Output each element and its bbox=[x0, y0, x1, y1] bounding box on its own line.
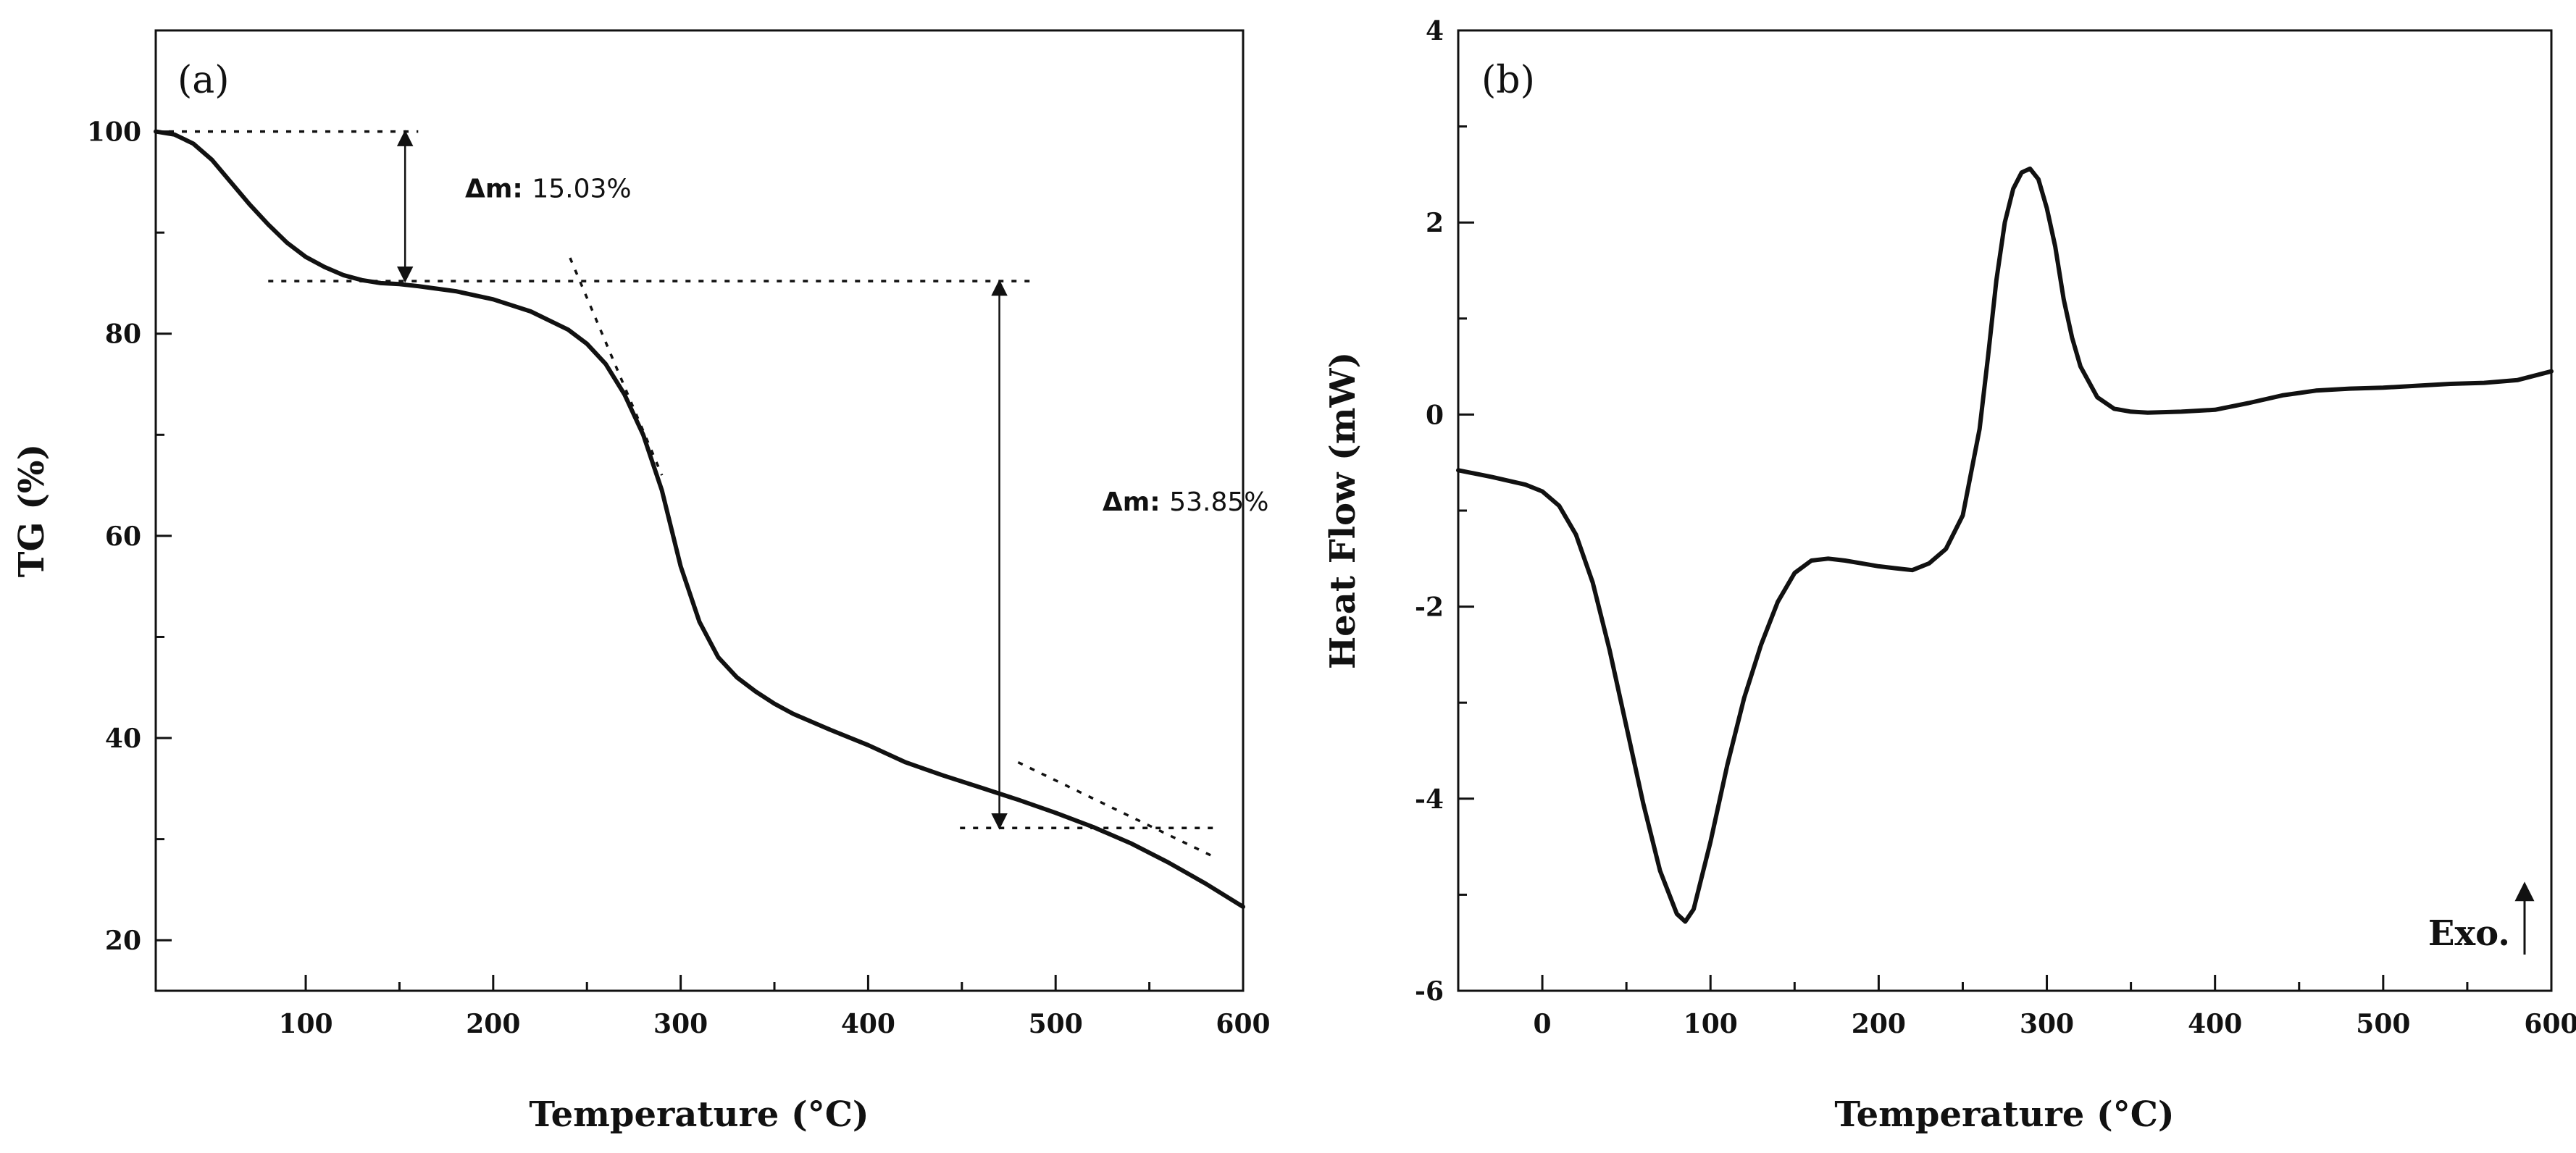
mass-loss-annotation: Δm: 53.85% bbox=[1103, 487, 1269, 517]
mass-loss-annotation: Δm: 15.03% bbox=[465, 174, 632, 204]
panel-a-label: (a) bbox=[177, 59, 230, 102]
delta-m-prefix: Δm: bbox=[465, 174, 532, 204]
delta-m-prefix: Δm: bbox=[1103, 487, 1169, 517]
reference-dashed-line bbox=[1017, 760, 1216, 859]
mass-loss-value: 53.85% bbox=[1169, 487, 1268, 517]
panel-a-y-axis-title: TG (%) bbox=[12, 444, 52, 577]
x-tick-label: 300 bbox=[653, 1009, 708, 1039]
y-tick-label: -4 bbox=[1415, 784, 1444, 815]
mass-loss-value: 15.03% bbox=[532, 174, 631, 204]
panel-a-frame bbox=[154, 29, 1245, 992]
panel-a-y-ticks: 20 40 60 80 100 bbox=[87, 117, 172, 956]
x-tick-label: 400 bbox=[2188, 1009, 2242, 1039]
panel-a-annotations: Δm: 15.03%Δm: 53.85% bbox=[465, 174, 1268, 517]
panel-b-frame bbox=[1457, 29, 2553, 992]
x-tick-label: 300 bbox=[2020, 1009, 2074, 1039]
panel-a-arrows bbox=[396, 130, 1008, 830]
exo-label: Exo. bbox=[2428, 913, 2510, 954]
y-tick-label: 4 bbox=[1426, 16, 1444, 46]
reference-dashed-line bbox=[569, 257, 664, 476]
y-tick-label: 20 bbox=[105, 926, 141, 956]
panel-b-x-axis-title: Temperature (°C) bbox=[1834, 1094, 2174, 1135]
panel-b-label: (b) bbox=[1481, 59, 1535, 102]
y-tick-label: 60 bbox=[105, 521, 141, 552]
x-tick-label: 200 bbox=[466, 1009, 520, 1039]
x-tick-label: 200 bbox=[1852, 1009, 1906, 1039]
panel-a-x-ticks: 100 200 300 400 500 600 bbox=[278, 975, 1271, 1039]
panel-b-y-ticks: -6 -4 -2 0 2 4 bbox=[1415, 16, 1474, 1007]
y-tick-label: -2 bbox=[1415, 592, 1444, 623]
panel-b-x-ticks: 0 100 200 300 400 500 600 bbox=[1534, 975, 2576, 1039]
panel-a: 100 200 300 400 500 600 20 40 60 80 100 (a) Δm: 1… bbox=[12, 29, 1271, 1135]
panel-b-dsc-curve bbox=[1456, 166, 2554, 924]
y-tick-label: 0 bbox=[1426, 400, 1444, 430]
x-tick-label: 600 bbox=[1216, 1009, 1270, 1039]
panel-a-tg-curve bbox=[154, 129, 1245, 910]
x-tick-label: 500 bbox=[1029, 1009, 1083, 1039]
panel-b: 0 100 200 300 400 500 600 -6 -4 -2 0 2 4 (b) Exo. T… bbox=[1323, 16, 2576, 1135]
x-tick-label: 100 bbox=[1684, 1009, 1738, 1039]
x-tick-label: 500 bbox=[2356, 1009, 2410, 1039]
panel-a-x-axis-title: Temperature (°C) bbox=[529, 1094, 869, 1135]
x-tick-label: 400 bbox=[841, 1009, 895, 1039]
y-tick-label: 2 bbox=[1426, 208, 1444, 238]
y-tick-label: 80 bbox=[105, 319, 141, 350]
panel-b-y-axis-title: Heat Flow (mW) bbox=[1323, 352, 1363, 669]
y-tick-label: 100 bbox=[87, 117, 141, 148]
x-tick-label: 0 bbox=[1534, 1009, 1552, 1039]
x-tick-label: 100 bbox=[278, 1009, 333, 1039]
y-tick-label: -6 bbox=[1415, 976, 1444, 1007]
y-tick-label: 40 bbox=[105, 724, 141, 754]
x-tick-label: 600 bbox=[2524, 1009, 2576, 1039]
panel-a-reference-lines bbox=[156, 130, 1216, 859]
